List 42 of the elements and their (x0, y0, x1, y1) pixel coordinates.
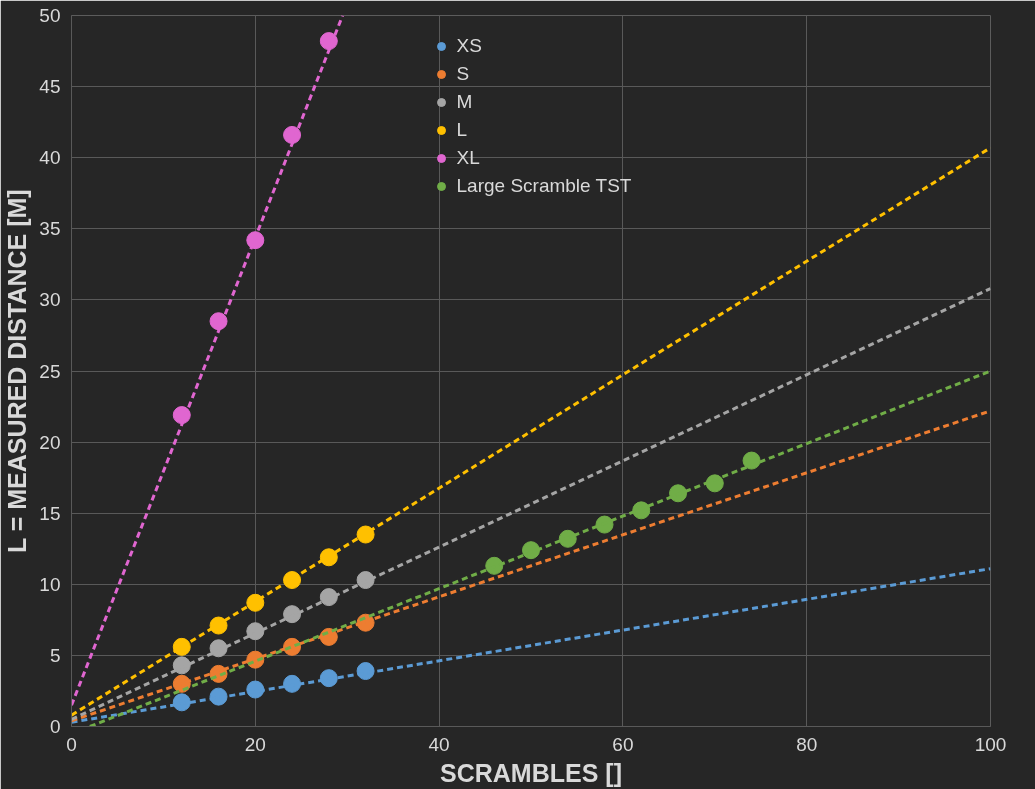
y-tick-label: 40 (39, 147, 61, 169)
point (669, 484, 688, 503)
point (742, 451, 761, 470)
y-tick-label: 20 (39, 431, 61, 453)
point (319, 588, 338, 607)
y-tick-label: 35 (39, 218, 61, 240)
x-tick-label: 40 (428, 733, 450, 755)
point (319, 548, 338, 567)
legend-label: XL (456, 147, 480, 169)
legend-label: XS (456, 35, 482, 57)
point (522, 541, 540, 560)
y-tick-label: 50 (39, 5, 61, 26)
x-tick-label: 100 (974, 733, 1007, 755)
point (172, 656, 191, 675)
point (319, 669, 338, 688)
point (283, 125, 302, 144)
point (209, 616, 228, 635)
point (283, 605, 302, 624)
x-tick-label: 80 (796, 733, 818, 755)
point (558, 529, 577, 548)
x-tick-label: 20 (244, 733, 266, 755)
point (356, 571, 375, 590)
point (209, 312, 228, 331)
y-tick-label: 10 (39, 573, 61, 595)
point (246, 622, 265, 641)
y-tick-label: 5 (49, 644, 61, 666)
y-tick-label: 25 (39, 360, 61, 382)
x-tick-label: 60 (612, 733, 634, 755)
point (172, 406, 191, 425)
legend-label: Large Scramble TST (456, 175, 632, 197)
y-axis-title: L = MEASURED DISTANCE [M] (3, 189, 32, 554)
y-tick-label: 45 (39, 76, 61, 98)
y-tick-label: 0 (49, 716, 61, 737)
legend-label: L (456, 119, 469, 141)
x-axis-title: SCRAMBLES [] (440, 758, 622, 787)
legend-label: M (456, 91, 474, 113)
y-tick-label: 30 (39, 289, 61, 311)
legend-label: S (456, 63, 471, 85)
point (283, 674, 302, 693)
y-tick-label: 15 (39, 502, 61, 524)
x-tick-label: 0 (66, 733, 77, 755)
point (319, 32, 338, 51)
